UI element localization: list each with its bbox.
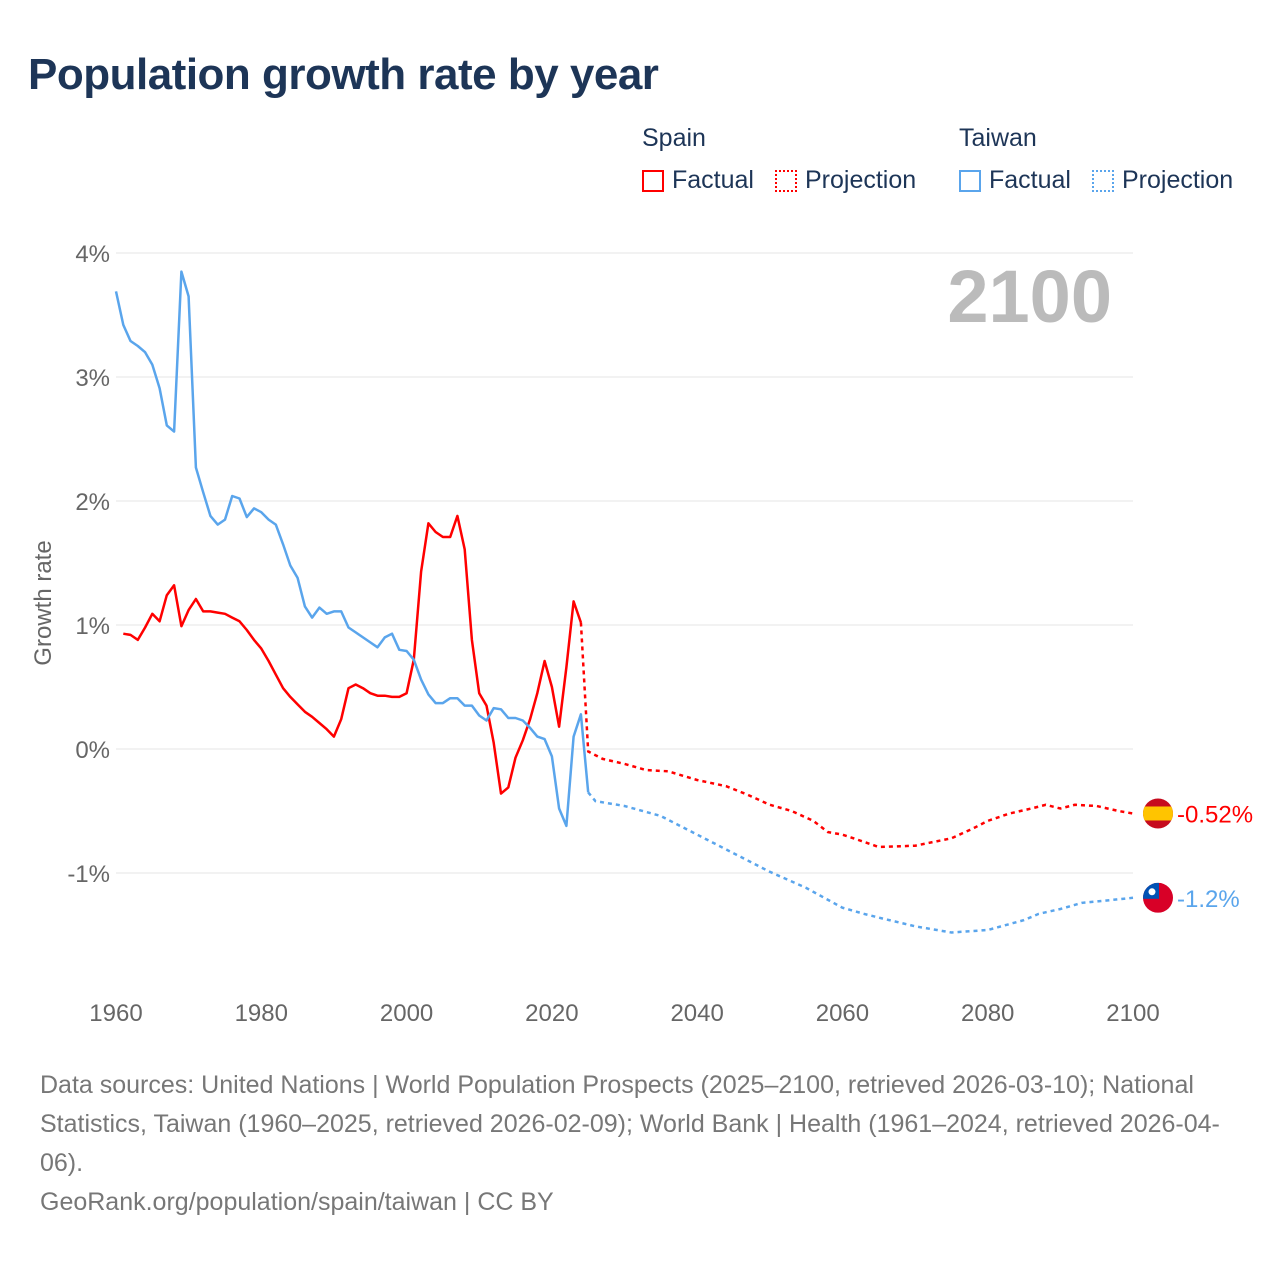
flag-sun	[1148, 888, 1156, 896]
x-tick-label: 2020	[525, 1000, 578, 1027]
data-sources: Data sources: United Nations | World Pop…	[40, 1071, 1220, 1177]
legend-group-taiwan: Taiwan	[959, 124, 1037, 152]
x-tick-label: 2100	[1106, 1000, 1159, 1027]
y-tick-label: 3%	[75, 365, 110, 392]
x-tick-label: 2040	[670, 1000, 723, 1027]
legend-label: Projection	[1122, 166, 1234, 194]
x-tick-label: 2000	[380, 1000, 433, 1027]
flag-body	[1143, 882, 1173, 913]
x-tick-label: 2080	[961, 1000, 1014, 1027]
legend-swatch-dotted	[1092, 169, 1114, 192]
legend-swatch-solid	[959, 169, 981, 192]
legend-label: Factual	[989, 166, 1071, 194]
legend-taiwan-projection[interactable]: Projection	[1092, 166, 1233, 195]
legend-label: Projection	[805, 166, 917, 194]
spain-end-label: -0.52%	[1177, 801, 1253, 828]
legend-taiwan-factual[interactable]: Factual	[959, 166, 1071, 195]
y-tick-label: 4%	[75, 241, 110, 268]
legend-label: Factual	[672, 166, 754, 194]
x-tick-label: 2060	[816, 1000, 869, 1027]
y-tick-label: 2%	[75, 489, 110, 516]
taiwan-end-label: -1.2%	[1177, 886, 1240, 913]
flag-yellow	[1143, 806, 1173, 821]
chart-title: Population growth rate by year	[28, 50, 659, 99]
x-tick-label: 1980	[235, 1000, 288, 1027]
taiwan-factual-line	[114, 270, 590, 828]
legend-spain-factual[interactable]: Factual	[642, 166, 754, 195]
taiwan-projection-line	[587, 791, 1134, 934]
legend-spain-projection[interactable]: Projection	[775, 166, 916, 195]
flag-body	[1143, 798, 1173, 829]
spain-projection-line	[579, 622, 1134, 849]
spain-flag-icon	[1143, 798, 1173, 829]
year-display: 2100	[947, 255, 1112, 338]
y-tick-label: 0%	[75, 737, 110, 764]
line-chart: -1% 0% 1% 2% 3% 4% 1960 1980 2000 2020 2040 2060 208…	[30, 241, 1253, 1027]
y-tick-label: 1%	[75, 613, 110, 640]
credit-link[interactable]: GeoRank.org/population/spain/taiwan | CC…	[40, 1188, 554, 1216]
y-axis-label: Growth rate	[30, 540, 57, 665]
legend-swatch-dotted	[775, 169, 797, 192]
spain-factual-line	[123, 514, 583, 795]
legend-swatch-solid	[642, 169, 664, 192]
footer: Data sources: United Nations | World Pop…	[40, 1066, 1250, 1222]
legend-group-spain: Spain	[642, 124, 706, 152]
x-tick-label: 1960	[89, 1000, 142, 1027]
taiwan-flag-icon	[1143, 882, 1173, 913]
y-tick-label: -1%	[67, 861, 110, 888]
